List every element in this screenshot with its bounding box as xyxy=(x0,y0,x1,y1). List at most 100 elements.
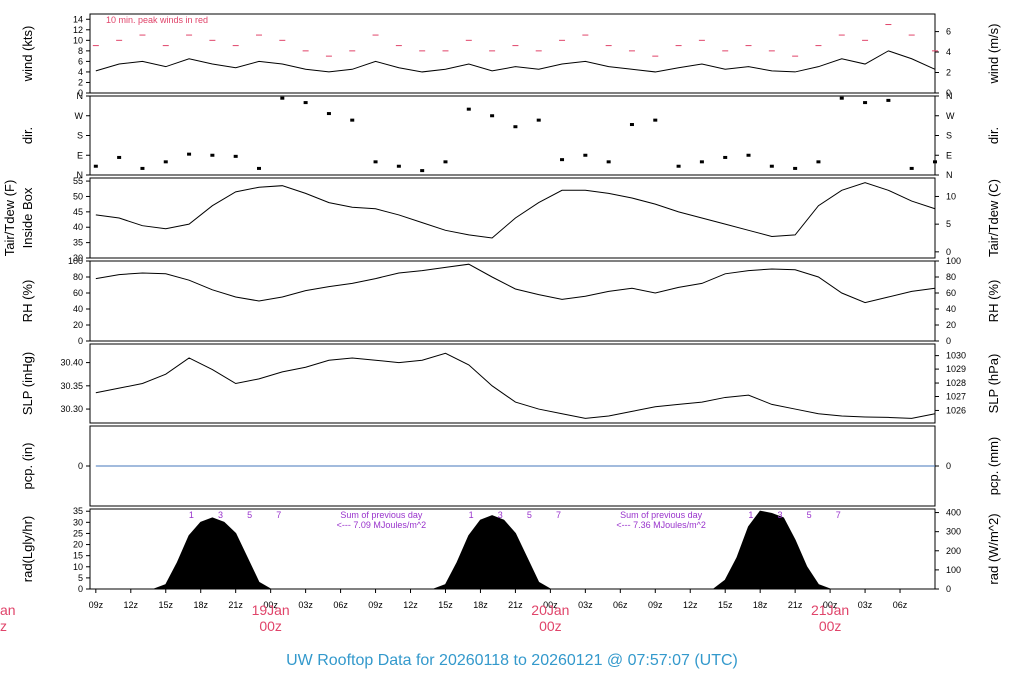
pcp-ylabel-left: pcp. (in) xyxy=(20,443,35,490)
rad-hour-mark: 3 xyxy=(218,510,223,520)
wind-ytick-label-right: 2 xyxy=(946,68,951,78)
dir-point xyxy=(373,160,378,164)
dir-point xyxy=(676,164,681,168)
dir-panel-frame xyxy=(89,95,936,176)
x-tick-label: 06z xyxy=(333,600,348,610)
temp-ytick-label-right: 10 xyxy=(946,191,956,201)
dir-point xyxy=(839,96,844,100)
temp-ylabel-left2: Inside Box xyxy=(20,187,35,248)
dir-point xyxy=(933,160,937,164)
slp-ytick-label-right: 1026 xyxy=(946,405,966,415)
dir-point xyxy=(326,112,331,116)
dir-ytick-label-left: W xyxy=(75,111,84,121)
dir-point xyxy=(350,118,355,122)
x-tick-label: 00z xyxy=(823,600,838,610)
dir-ytick-label-right: N xyxy=(946,170,953,180)
rad-hour-mark: 5 xyxy=(247,510,252,520)
rad-area-day-1 xyxy=(153,517,273,590)
x-tick-label: 00z xyxy=(543,600,558,610)
temp-ytick-label-right: 0 xyxy=(946,247,951,257)
rad-area-day-3 xyxy=(712,510,831,590)
rad-hour-mark: 7 xyxy=(276,510,281,520)
date-label-time: 00z xyxy=(539,618,562,634)
temp-ytick-label-left: 30 xyxy=(73,253,83,263)
rad-ylabel-right: rad (W/m^2) xyxy=(986,513,1001,584)
x-tick-label: 15z xyxy=(718,600,733,610)
dir-ytick-label-left: N xyxy=(77,91,84,101)
dir-point xyxy=(140,166,145,170)
rad-area-day-2 xyxy=(433,515,553,590)
dir-point xyxy=(863,101,868,105)
dir-point xyxy=(699,160,704,164)
dir-point xyxy=(909,166,914,170)
dir-point xyxy=(233,154,238,158)
rad-hour-mark: 3 xyxy=(777,510,782,520)
slp-ytick-label-left: 30.35 xyxy=(60,381,83,391)
dir-point xyxy=(629,123,634,127)
rh-ytick-label-right: 20 xyxy=(946,320,956,330)
rad-ytick-label-left: 10 xyxy=(73,562,83,572)
wind-note: 10 min. peak winds in red xyxy=(106,15,208,25)
wind-ylabel-left: wind (kts) xyxy=(20,26,35,83)
x-tick-label: 09z xyxy=(368,600,383,610)
rh-ytick-label-right: 80 xyxy=(946,272,956,282)
wind-ytick-label-right: 4 xyxy=(946,47,951,57)
rad-annotation-line1: Sum of previous day xyxy=(620,510,703,520)
wind-ytick-label-left: 14 xyxy=(73,14,83,24)
rad-annotation-line2: <--- 7.36 MJoules/m^2 xyxy=(616,520,706,530)
dir-point xyxy=(117,155,122,159)
rh-ytick-label-left: 40 xyxy=(73,304,83,314)
dir-point xyxy=(769,164,774,168)
rad-hour-mark: 1 xyxy=(189,510,194,520)
rad-ytick-label-right: 0 xyxy=(946,584,951,594)
dir-point xyxy=(723,155,728,159)
rad-ytick-label-left: 15 xyxy=(73,551,83,561)
rad-ylabel-left: rad(Lgly/hr) xyxy=(20,516,35,582)
rh-ytick-label-right: 40 xyxy=(946,304,956,314)
temp-series-line xyxy=(95,182,936,239)
temp-ytick-label-left: 40 xyxy=(73,222,83,232)
x-tick-label: 12z xyxy=(124,600,139,610)
x-tick-label: 18z xyxy=(473,600,488,610)
dir-point xyxy=(163,160,168,164)
date-label-clipped-day: an xyxy=(0,602,16,618)
rad-hour-mark: 5 xyxy=(527,510,532,520)
dir-point xyxy=(420,169,425,173)
date-label-day: 19Jan xyxy=(252,602,290,618)
dir-ylabel-left: dir. xyxy=(20,127,35,144)
rad-ytick-label-left: 30 xyxy=(73,517,83,527)
x-tick-label: 03z xyxy=(578,600,593,610)
x-tick-label: 09z xyxy=(648,600,663,610)
date-label-time: 00z xyxy=(259,618,282,634)
wind-ytick-label-right: 6 xyxy=(946,27,951,37)
x-tick-label: 21z xyxy=(228,600,243,610)
rad-hour-mark: 7 xyxy=(836,510,841,520)
rad-ytick-label-right: 400 xyxy=(946,508,961,518)
dir-point xyxy=(536,118,541,122)
rad-hour-mark: 3 xyxy=(498,510,503,520)
rad-ytick-label-left: 5 xyxy=(78,573,83,583)
date-label-clipped-time: z xyxy=(0,618,7,634)
temp-ytick-label-left: 50 xyxy=(73,191,83,201)
rh-series-line xyxy=(95,263,936,304)
rh-ytick-label-right: 60 xyxy=(946,288,956,298)
pcp-ytick-label-right: 0 xyxy=(946,461,951,471)
dir-point xyxy=(816,160,821,164)
wind-series-line xyxy=(95,50,936,73)
temp-ytick-label-left: 35 xyxy=(73,238,83,248)
page-title: UW Rooftop Data for 20260118 to 20260121… xyxy=(286,652,738,669)
dir-point xyxy=(187,152,192,156)
rad-ytick-label-right: 200 xyxy=(946,546,961,556)
dir-ytick-label-right: W xyxy=(946,111,955,121)
dir-point xyxy=(93,164,98,168)
wind-ytick-label-left: 4 xyxy=(78,67,83,77)
dir-point xyxy=(490,114,495,118)
x-tick-label: 15z xyxy=(159,600,174,610)
wind-ytick-label-left: 8 xyxy=(78,46,83,56)
wind-ytick-label-left: 10 xyxy=(73,35,83,45)
date-label-day: 20Jan xyxy=(531,602,569,618)
rad-ytick-label-left: 25 xyxy=(73,528,83,538)
slp-ytick-label-left: 30.40 xyxy=(60,358,83,368)
wind-ytick-label-left: 0 xyxy=(78,88,83,98)
